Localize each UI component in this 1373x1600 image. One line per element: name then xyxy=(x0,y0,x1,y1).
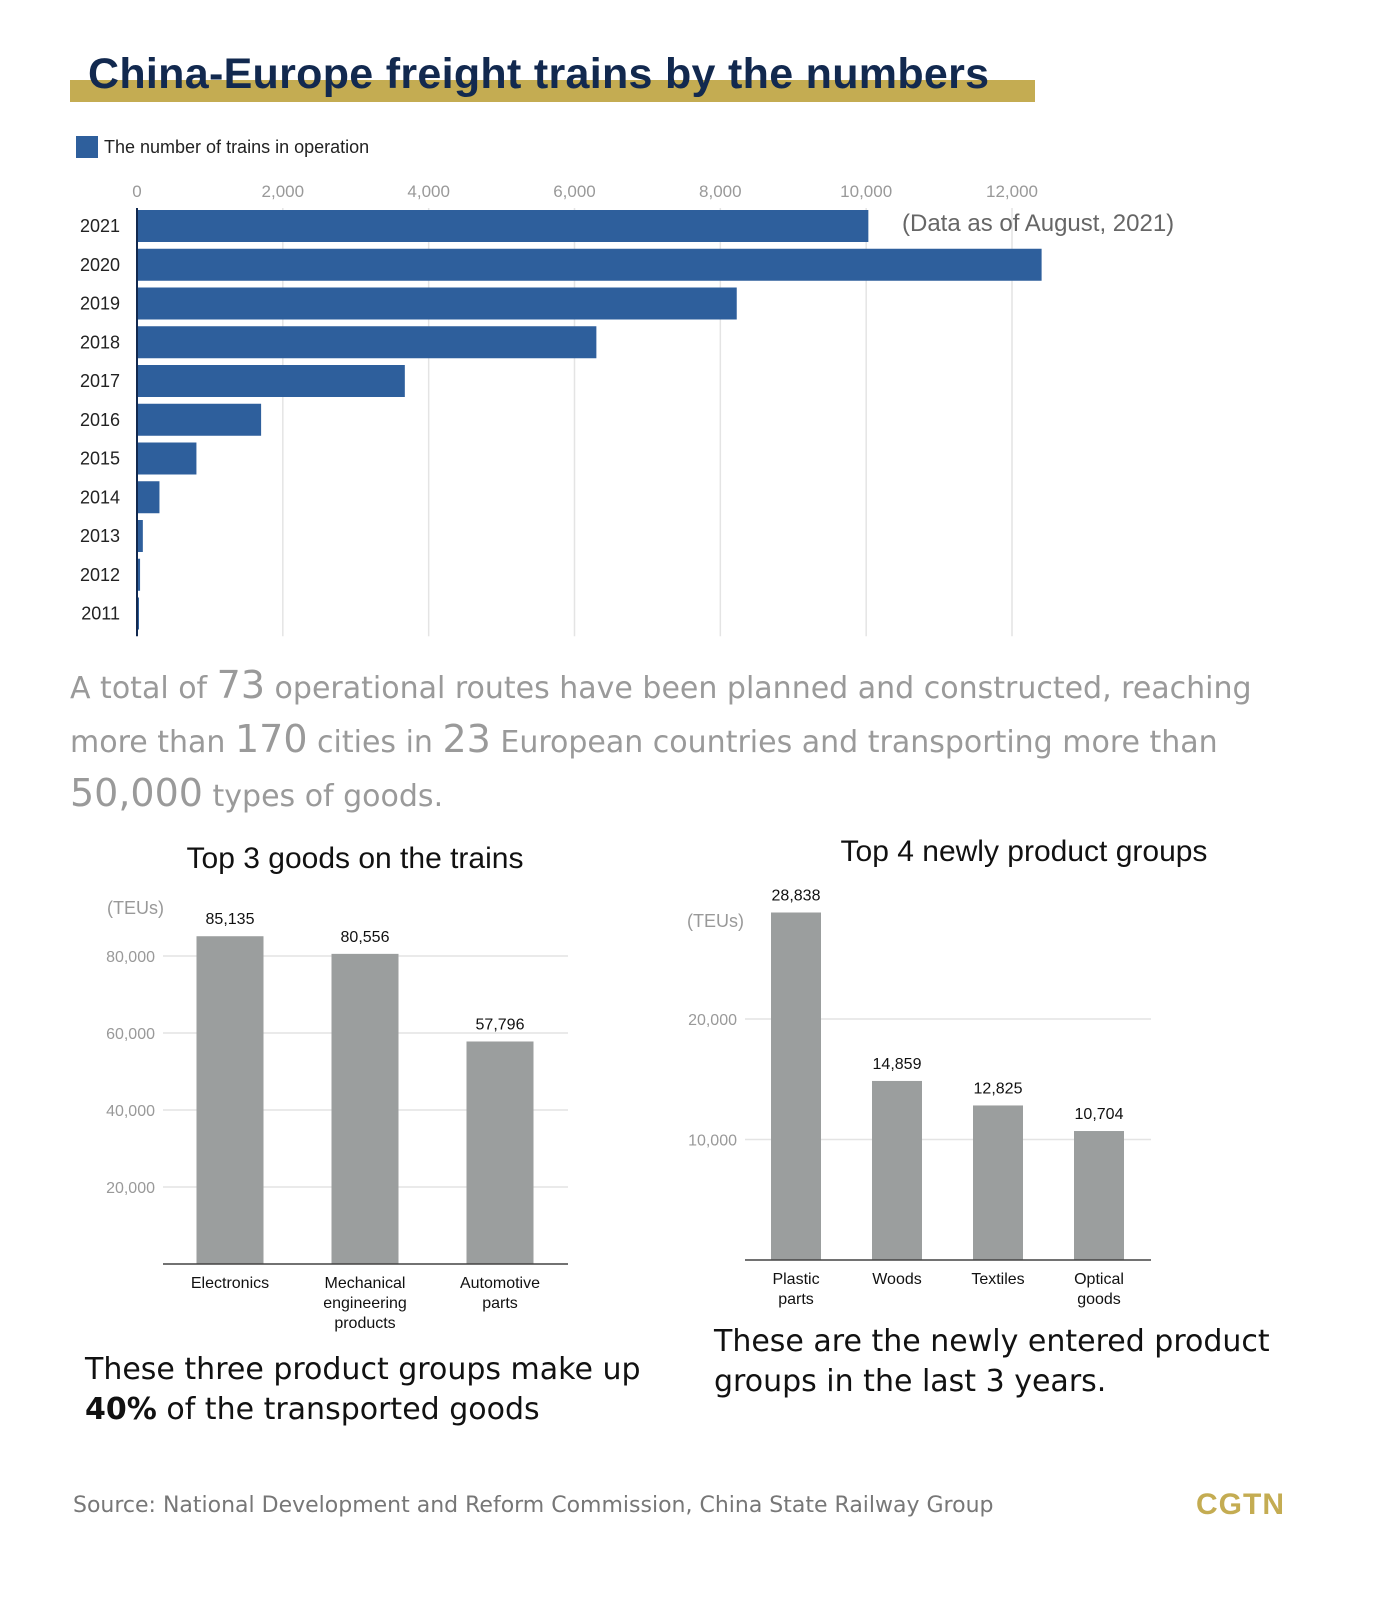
bar-mechanical-engineering-products xyxy=(331,953,399,1264)
x-tick-label: 4,000 xyxy=(407,182,450,201)
chart-title: Top 3 goods on the trains xyxy=(187,842,524,875)
bar-2016 xyxy=(137,403,262,436)
legend: The number of trains in operation xyxy=(76,136,369,158)
y-tick-label: 2011 xyxy=(81,604,120,624)
trains-bar-chart: 0 2,000 4,000 6,000 8,000 10,000 12,000 2021 202… xyxy=(80,182,1174,637)
bar-2018 xyxy=(137,326,597,359)
x-tick-label: goods xyxy=(1077,1291,1121,1308)
summary-part-2: operational routes have been planned and… xyxy=(70,671,1252,760)
title-underline-bar xyxy=(70,80,1035,102)
x-tick-label: Woods xyxy=(872,1271,922,1288)
legend-label: The number of trains in operation xyxy=(104,136,370,157)
bar-value-label: 10,704 xyxy=(1075,1106,1124,1123)
note-right-line2: groups in the last 3 years. xyxy=(714,1364,1107,1399)
summary-goods-count: 50,000 xyxy=(70,771,203,815)
bar-2019 xyxy=(137,287,737,320)
bar-2012 xyxy=(137,558,141,591)
summary-cities-count: 170 xyxy=(234,717,308,761)
note-left: These three product groups make up 40% o… xyxy=(85,1350,641,1430)
note-left-rest: of the transported goods xyxy=(156,1392,540,1427)
source-text: Source: National Development and Reform … xyxy=(73,1493,994,1518)
bar-2017 xyxy=(137,365,405,397)
bar-value-label: 85,135 xyxy=(206,911,255,928)
page-title: China-Europe freight trains by the numbe… xyxy=(88,50,990,98)
y-tick-label: 2017 xyxy=(80,371,120,391)
bar-textiles xyxy=(973,1105,1023,1260)
bar-2020 xyxy=(137,248,1042,281)
y-tick-label: 20,000 xyxy=(106,1180,155,1197)
bar-optical-goods xyxy=(1074,1131,1124,1260)
y-tick-label: 60,000 xyxy=(106,1026,155,1043)
x-tick-label: Textiles xyxy=(971,1271,1024,1288)
legend-swatch xyxy=(76,136,98,158)
note-right: These are the newly entered product grou… xyxy=(714,1322,1270,1402)
summary-text: A total of 73 operational routes have be… xyxy=(70,660,1330,822)
bar-2021 xyxy=(137,210,869,242)
summary-part-4: European countries and transporting more… xyxy=(490,725,1218,760)
x-tick-label: 0 xyxy=(132,182,141,201)
x-tick-label: 2,000 xyxy=(262,182,305,201)
y-tick-label: 2021 xyxy=(80,216,120,236)
x-tick-label: 10,000 xyxy=(840,182,892,201)
x-tick-label: Electronics xyxy=(191,1275,269,1292)
y-tick-label: 2013 xyxy=(80,526,120,546)
summary-countries-count: 23 xyxy=(442,717,491,761)
y-tick-label: 2015 xyxy=(80,449,120,469)
summary-part-3: cities in xyxy=(307,725,443,760)
x-tick-label: 6,000 xyxy=(553,182,596,201)
x-tick-label: engineering xyxy=(323,1295,407,1312)
summary-part-1: A total of xyxy=(70,671,217,706)
x-tick-label: Optical xyxy=(1074,1271,1124,1288)
note-left-percent: 40% xyxy=(85,1392,157,1427)
bar-value-label: 28,838 xyxy=(772,888,821,905)
chart-title: Top 4 newly product groups xyxy=(841,835,1208,868)
x-tick-label: 8,000 xyxy=(699,182,742,201)
y-tick-label: 40,000 xyxy=(106,1103,155,1120)
bar-plastic-parts xyxy=(771,912,821,1260)
bar-2013 xyxy=(137,520,143,552)
top3-goods-chart: Top 3 goods on the trains (TEUs) 20,000 40,… xyxy=(106,842,568,1332)
y-tick-label: 10,000 xyxy=(688,1133,737,1150)
bar-2014 xyxy=(137,481,160,514)
y-tick-label: 2020 xyxy=(80,255,120,275)
summary-routes-count: 73 xyxy=(216,663,266,707)
y-tick-label: 2019 xyxy=(80,294,120,314)
x-tick-label: products xyxy=(334,1315,395,1332)
bar-value-label: 14,859 xyxy=(873,1056,922,1073)
top4-new-groups-chart: Top 4 newly product groups (TEUs) 10,000 20… xyxy=(687,835,1208,1308)
y-tick-label: 2018 xyxy=(80,332,120,352)
bar-value-label: 57,796 xyxy=(476,1016,525,1033)
x-tick-label: 12,000 xyxy=(986,182,1038,201)
data-date-annotation: (Data as of August, 2021) xyxy=(902,210,1174,237)
bar-woods xyxy=(872,1080,922,1260)
bar-value-label: 80,556 xyxy=(341,929,390,946)
note-right-line1: These are the newly entered product xyxy=(714,1324,1270,1359)
bar-value-label: 12,825 xyxy=(974,1080,1023,1097)
y-tick-label: 80,000 xyxy=(106,949,155,966)
x-tick-label: parts xyxy=(778,1291,814,1308)
summary-part-5: types of goods. xyxy=(202,779,444,814)
y-axis-unit-label: (TEUs) xyxy=(687,911,744,931)
y-tick-label: 2016 xyxy=(80,410,120,430)
y-axis-unit-label: (TEUs) xyxy=(107,898,164,918)
x-tick-label: parts xyxy=(482,1295,518,1312)
note-left-line1: These three product groups make up xyxy=(85,1352,641,1387)
y-tick-label: 2014 xyxy=(80,487,120,507)
x-tick-label: Plastic xyxy=(772,1271,819,1288)
y-tick-label: 2012 xyxy=(80,565,120,585)
bar-automotive-parts xyxy=(466,1041,534,1264)
x-tick-label: Mechanical xyxy=(325,1275,406,1292)
y-tick-label: 20,000 xyxy=(688,1012,737,1029)
bar-2015 xyxy=(137,442,197,475)
cgtn-logo: CGTN xyxy=(1196,1488,1285,1521)
bar-electronics xyxy=(196,936,264,1264)
x-tick-label: Automotive xyxy=(460,1275,540,1292)
